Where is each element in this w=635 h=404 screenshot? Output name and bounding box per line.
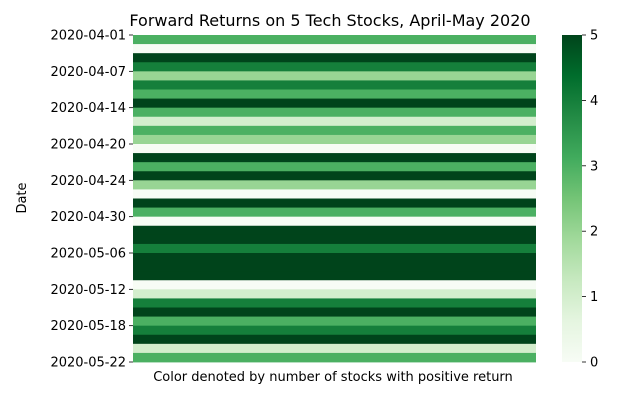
- heatmap-cell-2020-04-01: [133, 35, 536, 45]
- x-axis-label: Color denoted by number of stocks with p…: [153, 370, 513, 385]
- y-tick-label: 2020-05-12: [50, 283, 126, 298]
- heatmap-cell-2020-05-01: [133, 225, 536, 236]
- colorbar-tick-label: 3: [590, 159, 598, 174]
- heatmap-cell-2020-05-05: [133, 243, 536, 254]
- heatmap-cell-2020-05-14: [133, 307, 536, 317]
- heatmap-cell-2020-04-27: [133, 189, 536, 199]
- heatmap-cell-2020-05-15: [133, 316, 536, 327]
- colorbar-axis: 0 1 2 3 4 5: [582, 29, 598, 371]
- colorbar-tick-label: 4: [590, 94, 598, 109]
- chart-title: Forward Returns on 5 Tech Stocks, April-…: [129, 11, 530, 30]
- heatmap-cell-2020-04-14: [133, 107, 536, 118]
- heatmap-cell-2020-04-30: [133, 216, 536, 227]
- heatmap-cell-2020-05-11: [133, 280, 536, 290]
- heatmap-cell-2020-04-02: [133, 44, 536, 54]
- heatmap-cell-2020-05-08: [133, 271, 536, 281]
- colorbar-tick-label: 2: [590, 225, 598, 240]
- heatmap-cell-2020-04-08: [133, 80, 536, 90]
- colorbar: [562, 35, 582, 362]
- heatmap-cell-2020-05-04: [133, 234, 536, 245]
- heatmap-cell-2020-05-12: [133, 289, 536, 299]
- heatmap-cell-2020-05-06: [133, 253, 536, 263]
- heatmap-cell-2020-05-13: [133, 298, 536, 308]
- colorbar-tick-label: 5: [590, 29, 598, 44]
- y-tick-label: 2020-05-18: [50, 319, 126, 334]
- heatmap-cell-2020-04-15: [133, 116, 536, 127]
- heatmap-cell-2020-05-21: [133, 352, 536, 363]
- y-tick-label: 2020-05-06: [50, 247, 126, 262]
- heatmap-cell-2020-04-06: [133, 62, 536, 72]
- heatmap-cell-2020-04-07: [133, 71, 536, 81]
- y-tick-label: 2020-05-22: [50, 356, 126, 371]
- heatmap-cell-2020-04-20: [133, 144, 536, 154]
- y-tick-label: 2020-04-07: [50, 65, 126, 80]
- heatmap-rows: [133, 35, 536, 363]
- y-axis-label: Date: [15, 182, 30, 213]
- heatmap-cell-2020-04-13: [133, 98, 536, 109]
- heatmap-cell-2020-04-23: [133, 171, 536, 181]
- heatmap-cell-2020-05-07: [133, 262, 536, 272]
- heatmap-cell-2020-04-16: [133, 125, 536, 136]
- heatmap-cell-2020-04-28: [133, 198, 536, 208]
- y-tick-label: 2020-04-20: [50, 138, 126, 153]
- heatmap-cell-2020-04-03: [133, 53, 536, 63]
- y-tick-label: 2020-04-24: [50, 174, 126, 189]
- colorbar-tick-label: 0: [590, 356, 598, 371]
- y-tick-label: 2020-04-14: [50, 101, 126, 116]
- heatmap-cell-2020-04-09: [133, 89, 536, 99]
- y-axis: 2020-04-01 2020-04-07 2020-04-14 2020-04-20…: [50, 29, 133, 371]
- heatmap-cell-2020-05-19: [133, 334, 536, 345]
- heatmap-cell-2020-04-17: [133, 134, 536, 145]
- heatmap-cell-2020-04-29: [133, 207, 536, 218]
- heatmap-cell-2020-04-22: [133, 162, 536, 172]
- heatmap-cell-2020-05-18: [133, 325, 536, 336]
- heatmap-cell-2020-05-20: [133, 343, 536, 354]
- heatmap-cell-2020-04-24: [133, 180, 536, 190]
- y-tick-label: 2020-04-30: [50, 210, 126, 225]
- heatmap-cell-2020-04-21: [133, 153, 536, 163]
- y-tick-label: 2020-04-01: [50, 29, 126, 44]
- colorbar-tick-label: 1: [590, 290, 598, 305]
